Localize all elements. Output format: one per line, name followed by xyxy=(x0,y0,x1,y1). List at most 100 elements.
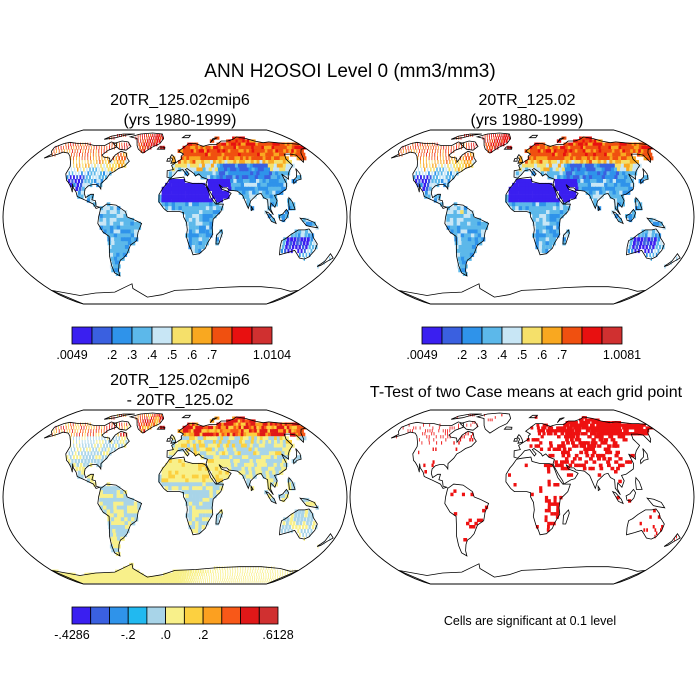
panel3-cell xyxy=(125,528,130,534)
panel2-cell xyxy=(553,171,558,176)
panel1-cell xyxy=(309,241,313,246)
panel1-cell xyxy=(245,190,250,195)
panel2-cell xyxy=(534,145,539,150)
panel1-cell xyxy=(93,171,96,176)
panel1-cell xyxy=(225,163,231,168)
panel3-cell xyxy=(180,569,183,574)
panel3-cell xyxy=(238,466,243,471)
panel2-cell xyxy=(552,202,557,207)
panel4-cell xyxy=(585,447,590,451)
panel2-cell xyxy=(607,167,613,172)
panel2-cell xyxy=(572,190,577,195)
panel3-cell xyxy=(240,436,246,441)
panel3-cell xyxy=(77,459,81,464)
panel1-cell xyxy=(277,186,283,191)
panel2-cell xyxy=(561,186,566,191)
panel2-cell xyxy=(442,167,445,172)
panel2-cell xyxy=(614,163,621,168)
panel2-colorbar-tick-label: .5 xyxy=(517,348,527,362)
panel2-cell xyxy=(575,171,580,176)
panel2-cell xyxy=(442,149,444,153)
panel3-cell xyxy=(199,432,204,437)
panel4-cell xyxy=(577,438,582,442)
panel2-cell xyxy=(497,142,500,147)
panel3-cell xyxy=(202,486,207,491)
panel1-cell xyxy=(260,167,266,172)
panel2-cell xyxy=(637,233,641,238)
panel3-cell xyxy=(84,451,87,456)
panel3-cell xyxy=(205,513,210,518)
panel4-cell xyxy=(589,457,593,461)
panel2-cell xyxy=(426,163,428,168)
panel3-cell xyxy=(143,429,146,433)
panel3-cell xyxy=(278,459,284,464)
panel2-cell xyxy=(484,139,486,143)
panel3-cell xyxy=(198,470,203,475)
panel3-cell xyxy=(191,528,195,534)
panel3-cell xyxy=(268,451,275,456)
panel2-cell xyxy=(571,152,577,157)
panel1-cell xyxy=(90,171,93,176)
panel4-cell xyxy=(579,463,584,468)
panel3-cell xyxy=(244,572,245,577)
panel1-cell xyxy=(161,198,165,203)
panel2-cell xyxy=(556,210,561,215)
panel1-cell xyxy=(70,156,72,161)
panel2-cell xyxy=(444,179,447,184)
panel3-cell xyxy=(201,525,205,530)
panel3-coast-southamerica xyxy=(97,483,143,557)
panel3-cell xyxy=(216,566,218,570)
panel1-cell xyxy=(139,134,141,137)
panel4-cell xyxy=(441,441,443,445)
panel1-cell xyxy=(195,214,200,219)
panel3-cell xyxy=(234,466,239,471)
panel3-cell xyxy=(90,478,94,483)
panel3-cell xyxy=(245,436,252,441)
panel3-cell xyxy=(113,486,117,491)
panel3-cell xyxy=(185,470,189,475)
panel3-cell xyxy=(111,525,116,530)
panel3-cell xyxy=(161,478,165,483)
panel2-cell xyxy=(455,160,457,164)
panel3-cell xyxy=(175,470,179,475)
panel1-cell xyxy=(285,245,288,250)
panel1-cell xyxy=(307,237,310,242)
panel1-cell xyxy=(116,142,118,147)
panel3-cell xyxy=(163,572,167,577)
panel3-cell xyxy=(123,513,128,518)
panel1-cell xyxy=(79,163,81,168)
panel3-cell xyxy=(201,581,202,584)
panel2-cell xyxy=(580,179,585,184)
panel2-cell xyxy=(610,182,616,188)
panel1-cell xyxy=(248,190,253,195)
panel2-cell xyxy=(565,145,570,150)
panel1-cell xyxy=(245,194,250,199)
panel3-cell xyxy=(188,429,192,433)
panel3-cell xyxy=(234,572,236,577)
panel3-cell xyxy=(109,486,114,491)
panel1-cell xyxy=(116,206,121,211)
panel1-cell xyxy=(192,142,196,147)
panel2-cell xyxy=(433,198,438,203)
panel1-cell xyxy=(202,206,207,211)
panel4-cell xyxy=(555,429,559,433)
panel1-cell xyxy=(124,245,129,250)
panel3-cell xyxy=(242,569,244,574)
panel3-cell xyxy=(195,525,199,530)
panel4-cell xyxy=(598,438,604,442)
panel1-cell xyxy=(104,167,107,172)
panel1-cell xyxy=(126,221,131,226)
panel2-cell xyxy=(522,194,526,199)
panel1-cell xyxy=(121,245,126,250)
panel2-cell xyxy=(574,152,579,157)
panel3-cell xyxy=(116,422,118,427)
panel3-cell xyxy=(88,425,90,430)
panel4-cell xyxy=(557,444,561,448)
panel2-cell xyxy=(574,182,579,188)
panel3-cell xyxy=(284,451,291,456)
panel1-cell xyxy=(216,206,220,211)
panel1-cell xyxy=(130,229,135,234)
panel1-cell xyxy=(162,145,165,150)
panel2-cell xyxy=(453,163,455,168)
panel3-cell xyxy=(144,416,146,420)
